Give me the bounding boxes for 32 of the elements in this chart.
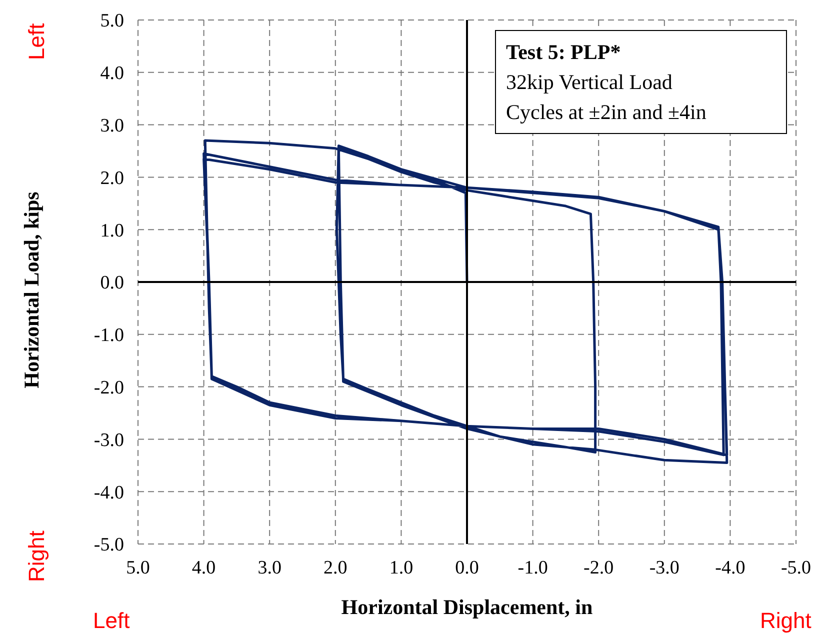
y-tick-label: 2.0 (100, 168, 124, 189)
x-tick-label: -1.0 (518, 557, 548, 578)
line-series (202, 139, 728, 464)
x-tick-label: -3.0 (649, 557, 680, 578)
x-tick-label: 0.0 (455, 557, 479, 578)
annotation: 32kip Vertical Load (506, 69, 674, 96)
x-tick-label: 1.0 (389, 557, 414, 578)
y-tick-label: 5.0 (100, 10, 124, 32)
text: Left (93, 608, 130, 634)
y-tick-label: 4.0 (100, 63, 124, 84)
y-tick-label: -3.0 (94, 430, 124, 451)
y-tick-label: -2.0 (94, 378, 124, 399)
x-tick-label: -4.0 (715, 557, 746, 578)
x-axis-title: Horizontal Displacement, in (341, 595, 594, 619)
y-tick-label: 3.0 (100, 116, 124, 137)
text: Right (760, 608, 812, 634)
y-axis-title: Horizontal Load, kips (20, 192, 44, 388)
x-tick-label: 2.0 (324, 557, 348, 578)
text: Left (24, 23, 50, 60)
y-tick-label: -5.0 (94, 534, 124, 556)
annotation: Cycles at ±2in and ±4in (506, 99, 708, 126)
x-tick-label: -5.0 (780, 557, 812, 578)
text: Right (24, 530, 50, 582)
y-tick-label: 0.0 (100, 272, 124, 294)
y-tick-label: 1.0 (100, 220, 124, 242)
y-tick-label: -4.0 (94, 482, 124, 504)
x-tick-label: -2.0 (584, 557, 614, 578)
x-tick-label: 3.0 (258, 557, 282, 578)
y-tick-label: -1.0 (94, 325, 124, 346)
x-tick-label: 5.0 (126, 557, 150, 578)
x-tick-label: 4.0 (192, 557, 216, 578)
text-box: Test 5: PLP* 32kip Vertical Load Cycles at ±2in and ±4in (495, 30, 787, 134)
